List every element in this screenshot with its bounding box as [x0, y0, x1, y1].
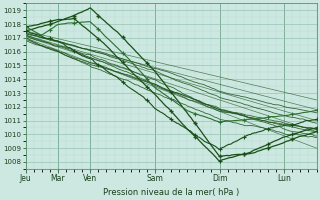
X-axis label: Pression niveau de la mer( hPa ): Pression niveau de la mer( hPa ): [103, 188, 239, 197]
